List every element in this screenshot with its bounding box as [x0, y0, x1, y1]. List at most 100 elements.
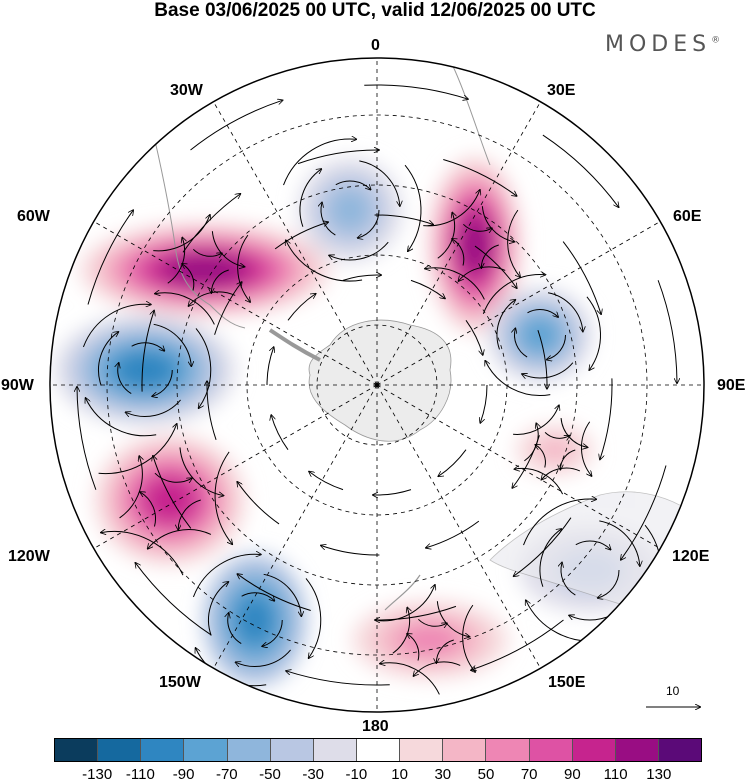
reference-vector-label: 10	[666, 684, 680, 698]
streamline	[153, 323, 192, 366]
streamline	[481, 206, 514, 242]
anomaly-contour	[398, 624, 462, 656]
streamline	[452, 239, 465, 266]
streamline	[152, 369, 173, 396]
lon-label-60e: 60E	[673, 208, 702, 225]
streamline	[425, 268, 485, 300]
streamline	[600, 378, 613, 459]
streamline	[560, 449, 576, 470]
streamline	[515, 328, 528, 358]
colorbar-segment	[227, 739, 271, 761]
colorbar-tick-label: 30	[434, 766, 452, 783]
streamline	[195, 328, 212, 408]
streamline	[190, 100, 283, 151]
colorbar-tick-label: -70	[215, 766, 238, 783]
colorbar-segment	[98, 739, 142, 761]
streamline	[392, 608, 410, 654]
streamline	[359, 160, 400, 206]
meridian-line	[211, 384, 378, 671]
streamline	[274, 222, 328, 250]
streamline	[560, 418, 587, 447]
streamline	[141, 311, 154, 392]
streamline	[87, 210, 133, 305]
streamline	[474, 245, 517, 288]
lon-label-30w: 30W	[170, 82, 203, 99]
antarctica-landmass	[308, 319, 452, 442]
streamline	[342, 275, 381, 281]
streamline	[562, 241, 601, 315]
brand-text: MODES	[605, 32, 712, 57]
colorbar-segment	[486, 739, 530, 761]
new-zealand	[384, 574, 421, 611]
streamline	[527, 309, 558, 318]
colorbar-tick-label: -110	[125, 766, 155, 783]
streamline	[364, 84, 468, 99]
streamline	[480, 384, 488, 423]
streamline	[335, 180, 371, 190]
streamline	[179, 447, 223, 495]
anomaly-contour	[113, 350, 177, 390]
streamline	[266, 347, 274, 386]
streamline	[380, 663, 440, 695]
streamline	[211, 231, 244, 267]
registered-mark: ®	[711, 35, 721, 46]
streamline	[373, 489, 412, 495]
streamline	[297, 150, 379, 165]
anomaly-field	[54, 156, 661, 687]
streamline	[153, 456, 192, 529]
streamline	[537, 330, 547, 389]
streamline	[119, 456, 143, 519]
colorbar	[54, 738, 702, 762]
lon-label-180: 180	[362, 718, 389, 735]
colorbar-tick-label: -130	[82, 766, 113, 783]
anomaly-contour	[143, 477, 197, 523]
streamline	[118, 363, 132, 394]
colorbar-tick-label: 130	[646, 766, 672, 783]
streamline	[358, 209, 380, 238]
streamline	[287, 294, 316, 321]
streamline	[236, 649, 291, 667]
streamline	[481, 244, 499, 268]
streamline	[131, 342, 165, 351]
streamline	[561, 563, 576, 596]
streamline	[586, 296, 601, 370]
streamline	[214, 451, 232, 544]
streamline	[241, 592, 275, 601]
streamline	[237, 234, 250, 302]
streamline	[522, 362, 574, 378]
streamline	[465, 320, 483, 354]
streamline	[463, 223, 491, 231]
colorbar-segment	[658, 739, 702, 761]
meridian-line	[91, 384, 378, 551]
streamline	[575, 540, 611, 550]
streamline	[374, 214, 433, 224]
streamline	[515, 468, 564, 495]
colorbar-ticks: -130 -110 -90 -70 -50 -30 -10 10 30 50 70 90 110 130	[54, 766, 702, 783]
colorbar-segment	[184, 739, 228, 761]
streamline	[547, 334, 566, 360]
streamline	[262, 619, 283, 646]
streamline	[237, 574, 311, 611]
streamline	[208, 582, 228, 636]
streamline	[539, 529, 561, 587]
streamline	[496, 300, 515, 350]
meridian-line	[376, 99, 543, 386]
streamline	[512, 435, 540, 488]
streamline	[485, 361, 551, 396]
streamline	[286, 671, 390, 686]
streamline	[404, 164, 422, 251]
lon-label-30e: 30E	[547, 82, 576, 99]
streamline	[178, 499, 201, 530]
streamline	[263, 573, 302, 616]
latitude-circle	[106, 114, 648, 656]
streamline	[514, 517, 572, 576]
colorbar-segment	[443, 739, 487, 761]
streamline	[182, 194, 240, 253]
meridian-line	[91, 219, 378, 386]
streamline	[189, 291, 236, 306]
modes-logo: MODES®	[605, 32, 720, 57]
streamline	[182, 264, 195, 291]
streamline	[438, 449, 467, 477]
lon-label-120e: 120E	[672, 548, 710, 565]
colorbar-tick-label: 70	[520, 766, 538, 783]
